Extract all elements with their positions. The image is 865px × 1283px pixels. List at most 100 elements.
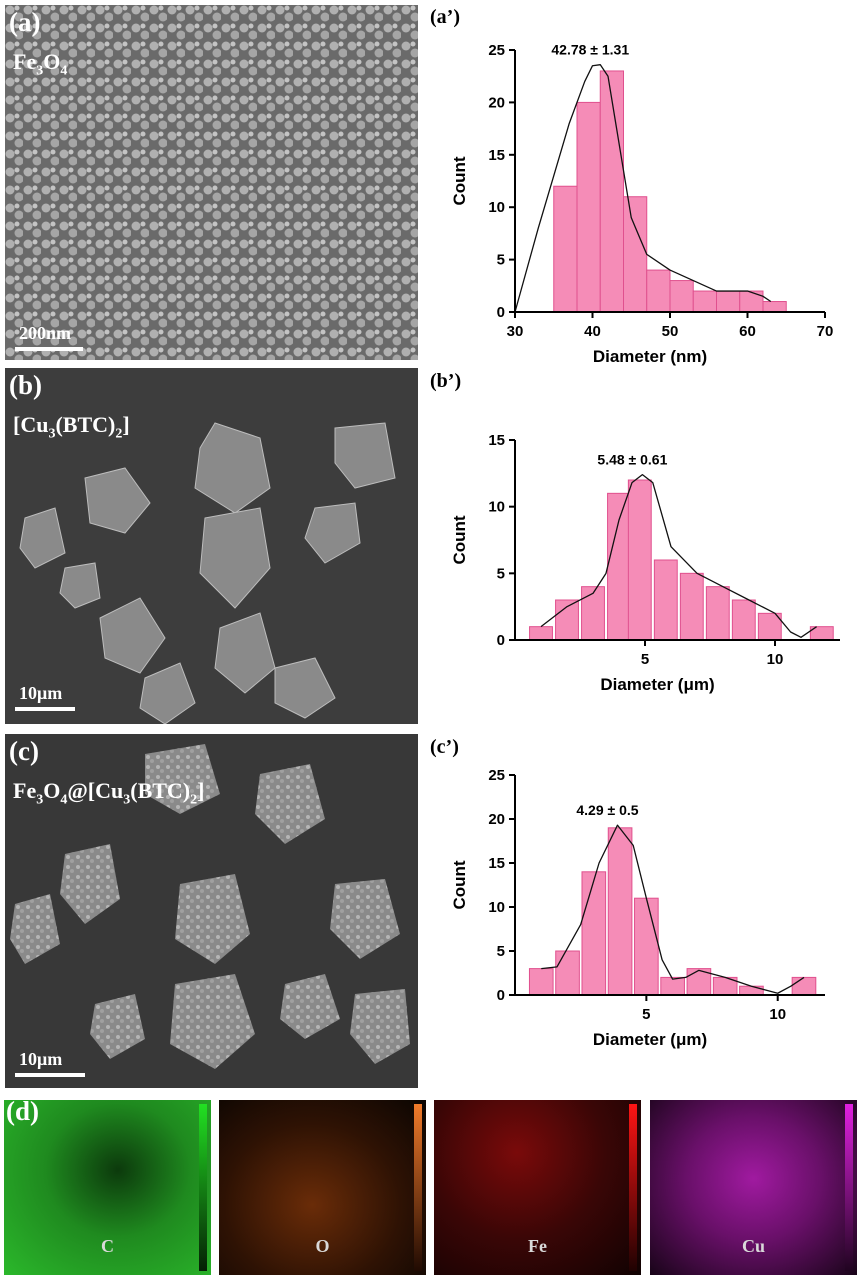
y-tick-label: 0: [497, 987, 505, 1004]
x-axis-label: Diameter (μm): [593, 1030, 707, 1049]
map-label-cu: Cu: [741, 1236, 765, 1256]
distribution-curve: [541, 824, 805, 994]
x-tick-label: 60: [739, 323, 756, 340]
x-tick-label: 5: [642, 1006, 650, 1023]
histogram-b: 0 5 10 15 5 10 Diameter (μm) Count 5.48 ± 0.61: [450, 432, 840, 694]
colorbar-cu: [845, 1104, 853, 1271]
x-tick-label: 40: [584, 323, 601, 340]
histogram-bar: [646, 269, 671, 313]
y-tick-label: 25: [488, 767, 505, 784]
edx-map-cu: Cu: [650, 1100, 857, 1275]
y-tick-label: 15: [488, 147, 505, 164]
histogram-bar: [731, 599, 756, 641]
histogram-bar: [553, 185, 578, 313]
histogram-bar: [599, 70, 624, 313]
histogram-bar: [555, 950, 580, 996]
sample-label-a: Fe3O4: [13, 49, 68, 79]
sem-image-composite: (c) Fe3O4@[Cu3(BTC)2] 10μm: [5, 734, 418, 1088]
y-tick-label: 25: [488, 42, 505, 59]
scale-label-c: 10μm: [19, 1049, 63, 1069]
histogram-bar: [791, 976, 817, 996]
histogram-bar: [660, 976, 685, 996]
histogram-bar: [607, 492, 631, 641]
scale-bar-b: [15, 707, 75, 711]
panel-label-b: (b): [9, 370, 42, 400]
y-axis-label: Count: [450, 156, 469, 205]
colorbar-fe: [629, 1104, 637, 1271]
histogram-bar: [669, 280, 694, 313]
chart-label-b: (b’): [430, 370, 462, 392]
histogram-bar: [739, 290, 764, 313]
x-axis-label: Diameter (μm): [600, 675, 714, 694]
crystal-texture: [19, 422, 396, 724]
edx-map-o: O: [219, 1100, 426, 1275]
histogram-bar: [529, 626, 553, 641]
map-label-fe: Fe: [528, 1236, 547, 1256]
y-tick-label: 15: [488, 432, 505, 449]
panel-label-d: (d): [6, 1096, 39, 1126]
x-tick-label: 30: [507, 323, 524, 340]
scale-label-b: 10μm: [19, 683, 63, 703]
histogram-bar: [739, 985, 764, 996]
histogram-bar: [679, 572, 704, 641]
y-tick-label: 10: [488, 899, 505, 916]
chart-label-c: (c’): [430, 736, 459, 758]
x-tick-label: 70: [817, 323, 834, 340]
distribution-curve: [540, 474, 817, 638]
mean-annotation: 5.48 ± 0.61: [597, 452, 667, 468]
histogram-bar: [623, 196, 648, 313]
sample-label-c: Fe3O4@[Cu3(BTC)2]: [13, 778, 205, 808]
y-axis-label: Count: [450, 860, 469, 909]
histogram-bar: [692, 290, 717, 313]
histogram-bar: [607, 827, 633, 996]
x-tick-label: 10: [769, 1006, 786, 1023]
histogram-bar: [716, 290, 741, 313]
colorbar-o: [414, 1104, 422, 1271]
sem-image-cu-btc: (b) [Cu3(BTC)2] 10μm: [5, 368, 418, 724]
scale-bar-c: [15, 1073, 85, 1077]
y-tick-label: 5: [497, 943, 505, 960]
y-tick-label: 5: [497, 565, 505, 582]
aggregate-texture: [10, 744, 410, 1069]
histogram-bar: [762, 301, 787, 313]
mean-annotation: 42.78 ± 1.31: [551, 42, 629, 58]
y-tick-label: 5: [497, 252, 505, 269]
histogram-bar: [581, 586, 605, 641]
chart-label-a: (a’): [430, 6, 460, 28]
y-tick-label: 0: [497, 632, 505, 649]
y-axis-label: Count: [450, 515, 469, 564]
scale-bar-a: [15, 347, 83, 351]
y-tick-label: 0: [497, 304, 505, 321]
x-tick-label: 5: [641, 651, 649, 668]
x-tick-label: 10: [767, 651, 784, 668]
histogram-bar: [576, 101, 601, 313]
histogram-bar: [705, 586, 730, 641]
sample-label-b: [Cu3(BTC)2]: [13, 412, 130, 442]
histogram-bar: [634, 897, 659, 996]
edx-map-c: C: [4, 1100, 211, 1275]
distribution-curve: [514, 64, 772, 313]
histogram-bar: [627, 479, 652, 641]
y-tick-label: 20: [488, 811, 505, 828]
y-tick-label: 10: [488, 499, 505, 516]
map-label-c: C: [101, 1236, 114, 1256]
y-tick-label: 15: [488, 855, 505, 872]
mean-annotation: 4.29 ± 0.5: [576, 802, 638, 818]
map-label-o: O: [315, 1236, 330, 1256]
edx-map-fe: Fe: [434, 1100, 641, 1275]
scale-label-a: 200nm: [19, 323, 72, 343]
histogram-bar: [581, 871, 607, 996]
colorbar-c: [199, 1104, 207, 1271]
histogram-c: 0 5 10 15 20 25 5 10 Diameter (μm) Count 4.29 ± 0.…: [450, 767, 825, 1049]
y-tick-label: 10: [488, 199, 505, 216]
panel-label-a: (a): [9, 7, 41, 37]
sem-image-fe3o4: (a) Fe3O4 200nm: [5, 5, 418, 360]
panel-label-c: (c): [9, 736, 39, 766]
x-axis-label: Diameter (nm): [593, 347, 707, 366]
histogram-bar: [528, 968, 554, 996]
histogram-a: 0 5 10 15 20 25 30 40 50 60 70 Diameter (nm) Count 42…: [450, 42, 834, 366]
histogram-bar: [653, 559, 678, 641]
particle-texture: [5, 5, 418, 360]
x-tick-label: 50: [662, 323, 679, 340]
y-tick-label: 20: [488, 94, 505, 111]
